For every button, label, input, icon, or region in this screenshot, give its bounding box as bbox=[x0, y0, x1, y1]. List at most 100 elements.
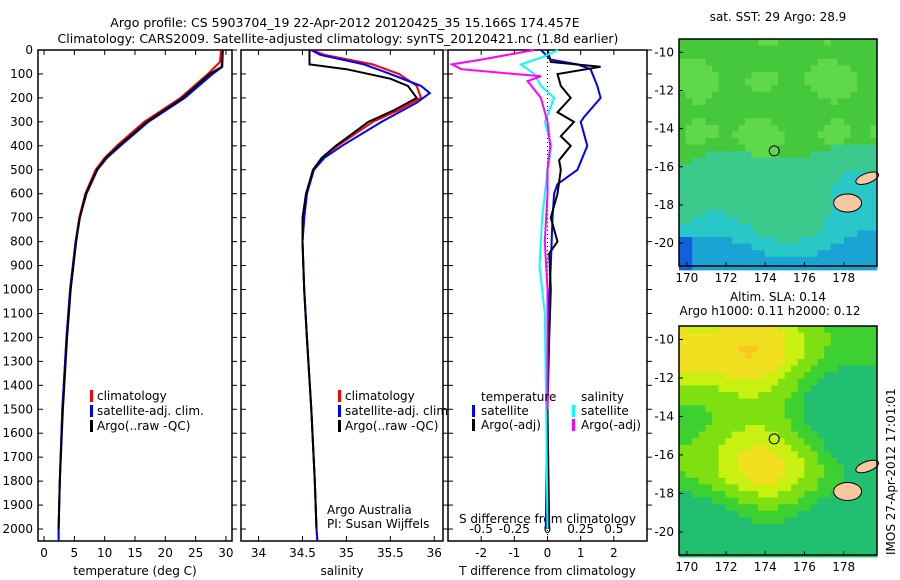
map-cell bbox=[863, 58, 871, 66]
map-cell bbox=[758, 91, 766, 99]
map-cell bbox=[824, 197, 832, 205]
map-cell bbox=[870, 378, 878, 386]
map-cell bbox=[685, 510, 693, 518]
map-cell bbox=[778, 365, 785, 373]
map-cell bbox=[698, 164, 706, 172]
map-cell bbox=[804, 164, 812, 172]
map-cell bbox=[685, 85, 693, 93]
map-cell bbox=[698, 458, 706, 465]
map-cell bbox=[824, 237, 832, 244]
map-cell bbox=[824, 385, 832, 393]
map-cell bbox=[738, 497, 746, 505]
map-cell bbox=[679, 504, 686, 512]
map-cell bbox=[758, 530, 766, 538]
map-cell bbox=[725, 243, 733, 251]
map-cell bbox=[844, 52, 851, 60]
map-cell bbox=[784, 550, 792, 558]
map-cell bbox=[837, 58, 845, 66]
map-cell bbox=[824, 45, 832, 53]
map-cell bbox=[705, 537, 713, 545]
map-cell bbox=[804, 217, 812, 225]
map-cell bbox=[830, 45, 838, 53]
map-cell bbox=[685, 105, 693, 112]
map-cell bbox=[685, 243, 693, 251]
map-cell bbox=[705, 105, 713, 112]
map-cell bbox=[804, 184, 812, 192]
map-cell bbox=[738, 144, 746, 152]
map-cell bbox=[758, 398, 766, 406]
x-tick-label: 36 bbox=[427, 546, 442, 560]
map-cell bbox=[791, 190, 799, 198]
map-cell bbox=[745, 352, 752, 360]
map-cell bbox=[745, 451, 752, 459]
map-cell bbox=[804, 65, 812, 73]
map-cell bbox=[738, 517, 746, 525]
map-cell bbox=[745, 151, 752, 159]
map-cell bbox=[804, 398, 812, 406]
map-cell bbox=[797, 243, 805, 251]
map-cell bbox=[745, 339, 752, 347]
map-cell bbox=[778, 425, 785, 432]
map-cell bbox=[784, 223, 792, 231]
map-cell bbox=[870, 339, 878, 347]
map-cell bbox=[771, 111, 779, 119]
map-cell bbox=[698, 392, 706, 399]
map-cell bbox=[679, 45, 686, 53]
map-cell bbox=[745, 138, 752, 145]
map-cell bbox=[824, 91, 832, 99]
map-cell bbox=[731, 171, 739, 178]
map-cell bbox=[705, 98, 713, 106]
map-cell bbox=[830, 510, 838, 518]
map-cell bbox=[804, 530, 812, 538]
x-tick-label: 0 bbox=[544, 546, 552, 560]
map-cell bbox=[731, 144, 739, 152]
map-cell bbox=[830, 339, 838, 347]
map-cell bbox=[778, 378, 785, 386]
map-cell bbox=[791, 243, 799, 251]
map-cell bbox=[725, 332, 733, 340]
map-cell bbox=[830, 425, 838, 432]
map-cell bbox=[745, 52, 752, 60]
map-cell bbox=[718, 339, 726, 347]
map-cell bbox=[731, 359, 739, 366]
map-cell bbox=[830, 263, 838, 271]
map-cell bbox=[784, 151, 792, 159]
map-cell bbox=[698, 243, 706, 251]
map-cell bbox=[685, 39, 693, 46]
map-cell bbox=[679, 431, 686, 439]
map-cell bbox=[817, 405, 825, 413]
map-cell bbox=[824, 243, 832, 251]
map-cell bbox=[778, 530, 785, 538]
map-cell bbox=[778, 118, 785, 126]
map-cell bbox=[758, 332, 766, 340]
map-cell bbox=[758, 184, 766, 192]
map-cell bbox=[863, 550, 871, 558]
map-cell bbox=[745, 392, 752, 399]
map-cell bbox=[817, 530, 825, 538]
map-cell bbox=[771, 237, 779, 244]
map-cell bbox=[725, 504, 733, 512]
map-cell bbox=[745, 58, 752, 66]
map-cell bbox=[692, 517, 700, 525]
figure-title-line2: Climatology: CARS2009. Satellite-adjuste… bbox=[58, 31, 619, 46]
map-cell bbox=[850, 164, 858, 172]
map-cell bbox=[725, 372, 733, 380]
map-cell bbox=[824, 550, 832, 558]
map-cell bbox=[698, 345, 706, 353]
map-cell bbox=[738, 91, 746, 99]
map-cell bbox=[679, 111, 686, 119]
map-cell bbox=[731, 517, 739, 525]
map-cell bbox=[824, 157, 832, 165]
map-cell bbox=[784, 157, 792, 165]
map-cell bbox=[745, 425, 752, 432]
map-cell bbox=[718, 326, 726, 333]
map-cell bbox=[837, 157, 845, 165]
map-cell bbox=[692, 339, 700, 347]
map-cell bbox=[712, 365, 719, 373]
map-cell bbox=[850, 91, 858, 99]
map-cell bbox=[837, 45, 845, 53]
map-cell bbox=[685, 345, 693, 353]
map-cell bbox=[824, 339, 832, 347]
map-cell bbox=[837, 190, 845, 198]
map-cell bbox=[797, 524, 805, 531]
